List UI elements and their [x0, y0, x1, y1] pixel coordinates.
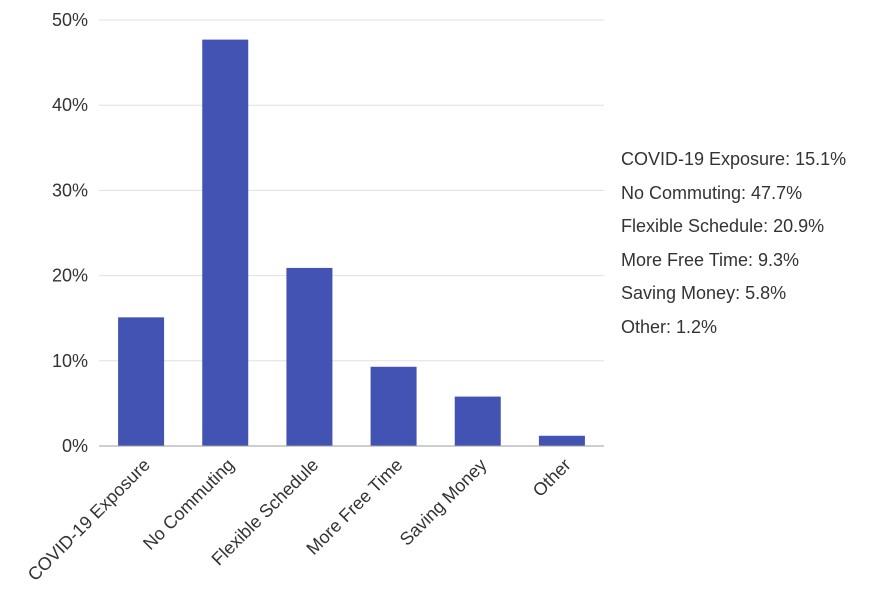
- bar: [286, 267, 333, 446]
- legend-entry: Other: 1.2%: [621, 316, 718, 337]
- bar: [370, 366, 417, 446]
- chart-legend: COVID-19 Exposure: 15.1% No Commuting: 4…: [621, 143, 846, 344]
- y-tick-label: 10%: [52, 351, 88, 371]
- bar: [118, 317, 165, 446]
- y-tick-label: 20%: [52, 266, 88, 286]
- legend-entry: COVID-19 Exposure: 15.1%: [621, 149, 847, 169]
- legend-entry: No Commuting: 47.7%: [621, 182, 803, 203]
- y-tick-label: 40%: [52, 95, 88, 115]
- legend-entry: Flexible Schedule: 20.9%: [621, 216, 825, 236]
- bar: [538, 435, 585, 446]
- legend-entry: More Free Time: 9.3%: [621, 249, 800, 270]
- legend-entry: Saving Money: 5.8%: [621, 283, 787, 303]
- bar: [202, 39, 249, 446]
- y-tick-label: 30%: [52, 180, 88, 200]
- y-tick-label: 50%: [52, 10, 88, 30]
- x-tick-label: Other: [529, 455, 575, 501]
- y-tick-label: 0%: [62, 436, 88, 456]
- bar: [454, 396, 501, 446]
- x-tick-label: COVID-19 Exposure: [24, 455, 154, 585]
- x-tick-label: Saving Money: [396, 455, 491, 550]
